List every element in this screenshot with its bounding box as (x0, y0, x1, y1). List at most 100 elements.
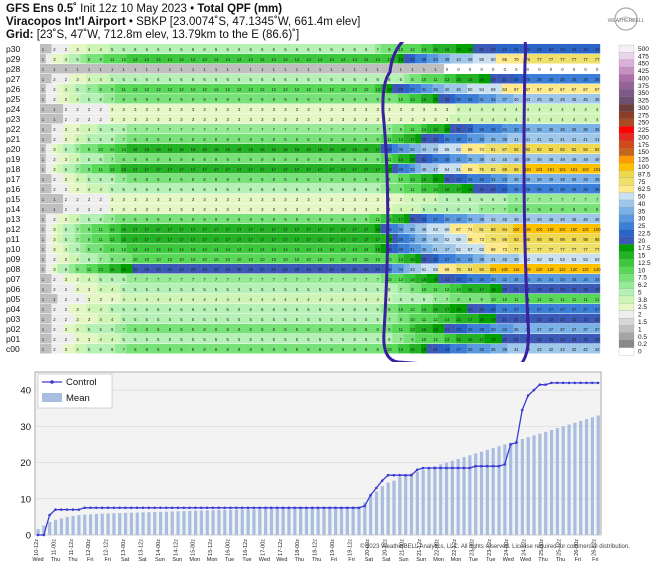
heat-cell-value: 3 (296, 197, 299, 202)
heat-cell (461, 324, 468, 334)
heat-cell (230, 294, 237, 304)
heat-cell-value: 1 (296, 67, 299, 72)
heat-cell (455, 64, 462, 74)
heat-cell-value: 3 (307, 197, 310, 202)
heat-cell (548, 154, 555, 164)
heat-cell (126, 194, 133, 204)
heat-cell (472, 264, 479, 274)
heat-cell-value: 42 (595, 347, 600, 352)
heat-cell (461, 184, 468, 194)
heat-cell-value: 8 (388, 177, 391, 182)
heat-cell (386, 314, 393, 324)
heat-cell (513, 64, 520, 74)
heat-cell-value: 3 (134, 117, 137, 122)
heat-cell (126, 274, 133, 284)
heat-cell-value: 3 (88, 287, 91, 292)
heat-cell (397, 94, 404, 104)
row-label-p05: p05 (6, 294, 20, 304)
heat-cell-value: 15 (121, 167, 126, 172)
heat-cell (507, 254, 514, 264)
heat-cell (218, 84, 225, 94)
heat-cell-value: 93 (514, 237, 519, 242)
heat-cell (501, 324, 508, 334)
heat-cell (576, 254, 583, 264)
heat-cell-value: 17 (156, 167, 161, 172)
heat-cell (201, 74, 208, 84)
heat-cell (80, 264, 87, 274)
heat-cell (190, 54, 197, 64)
heat-cell-value: 7 (261, 127, 264, 132)
heat-cell (374, 324, 381, 334)
heat-cell (305, 184, 312, 194)
heat-cell (449, 144, 456, 154)
heat-cell (478, 104, 485, 114)
heat-cell-value: 8 (330, 137, 333, 142)
heat-cell (265, 44, 272, 54)
heat-cell-value: 42 (537, 347, 542, 352)
heat-cell (397, 144, 404, 154)
heat-cell (253, 264, 260, 274)
heat-cell (472, 64, 479, 74)
heat-cell (524, 84, 531, 94)
heat-cell (270, 54, 277, 64)
heat-cell (334, 44, 341, 54)
heat-cell (138, 164, 145, 174)
heat-cell-value: 3 (169, 207, 172, 212)
heat-cell (218, 174, 225, 184)
heat-cell (340, 224, 347, 234)
heat-cell-value: 12 (433, 317, 438, 322)
heat-cell (519, 244, 526, 254)
mean-bar (514, 440, 519, 535)
heat-cell (74, 184, 81, 194)
heat-cell (40, 314, 46, 324)
heat-cell-value: 11 (399, 327, 404, 332)
heat-cell (345, 154, 352, 164)
heat-cell (507, 164, 514, 174)
heat-cell (311, 244, 318, 254)
heat-cell-value: 21 (514, 287, 519, 292)
heat-cell (432, 44, 439, 54)
heat-cell (288, 174, 295, 184)
heat-cell (253, 104, 260, 114)
heat-cell-value: 16 (248, 147, 253, 152)
heat-cell-value: 9 (273, 217, 276, 222)
heat-cell (524, 74, 531, 84)
heat-cell (542, 44, 549, 54)
heat-cell (265, 134, 272, 144)
heat-cell-value: 22 (583, 317, 588, 322)
heat-cell (45, 184, 52, 194)
heat-cell-value: 13 (422, 307, 427, 312)
heat-cell (432, 294, 439, 304)
heat-cell (571, 44, 578, 54)
heat-cell (288, 134, 295, 144)
heat-cell (207, 244, 214, 254)
heat-cell (507, 234, 514, 244)
heat-cell (507, 214, 514, 224)
heat-cell-value: 10 (364, 257, 369, 262)
heat-cell (553, 144, 560, 154)
heat-cell (403, 264, 410, 274)
heat-cell-value: 6 (261, 307, 264, 312)
heat-cell (380, 254, 387, 264)
heat-cell-value: 17 (214, 167, 219, 172)
heat-cell-value: 46 (433, 237, 438, 242)
heat-cell-value: 27 (410, 87, 415, 92)
heat-cell (242, 314, 249, 324)
heat-cell (444, 184, 451, 194)
heat-cell (345, 224, 352, 234)
heat-cell-value: 15 (433, 307, 438, 312)
heat-cell (247, 84, 254, 94)
heat-cell (218, 164, 225, 174)
heat-cell (190, 234, 197, 244)
mean-bar (439, 464, 443, 535)
heat-cell-value: 6 (76, 247, 79, 252)
control-point (36, 533, 40, 537)
heat-cell (536, 84, 543, 94)
heat-cell (478, 194, 485, 204)
heat-cell-value: 10 (283, 257, 288, 262)
heat-cell (328, 324, 335, 334)
heat-cell (86, 174, 93, 184)
mean-bar (544, 431, 548, 535)
heat-cell-value: 10 (318, 257, 323, 262)
heat-cell-value: 1 (42, 267, 45, 272)
